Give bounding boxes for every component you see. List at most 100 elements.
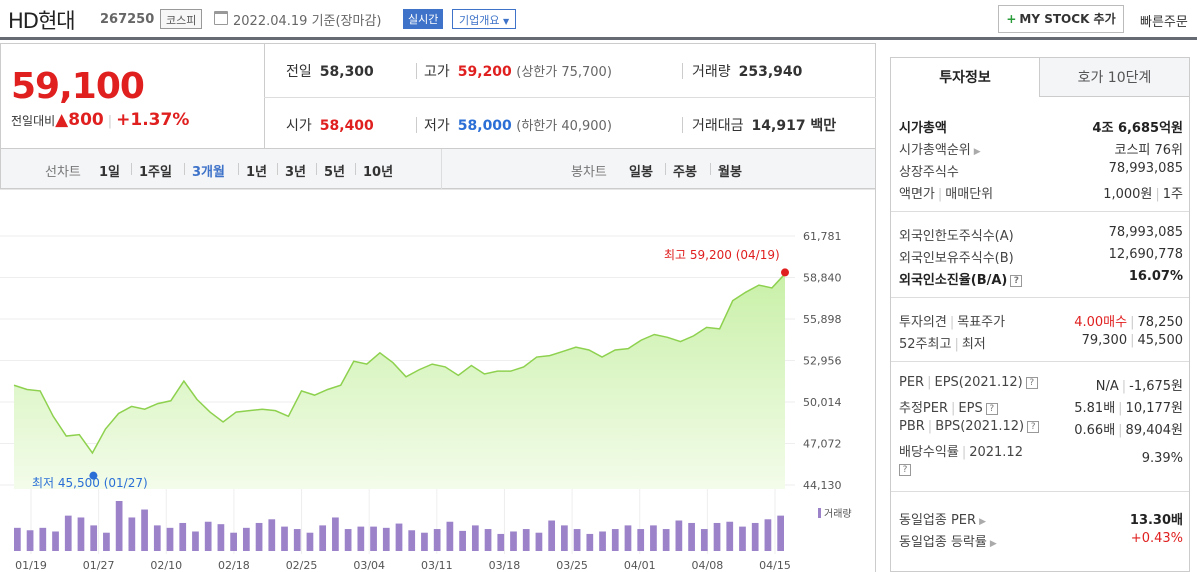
volume-bar — [522, 529, 530, 551]
volume-bar — [281, 526, 288, 551]
volume-bar — [242, 527, 250, 551]
x-tick-label: 02/10 — [150, 559, 182, 572]
x-tick-label: 02/25 — [286, 559, 318, 572]
help-icon[interactable]: ? — [1025, 377, 1038, 389]
calendar-icon — [214, 11, 228, 25]
sector-per-row[interactable]: 동일업종 PER ▶ 13.30배 — [899, 513, 1183, 528]
foreign-ratio-row: 외국인소진율(B/A)? 16.07% — [899, 269, 1183, 288]
sector-change-row[interactable]: 동일업종 등락률 ▶ +0.43% — [899, 531, 1183, 550]
y-tick-label: 47,072 — [803, 438, 842, 451]
investment-info-panel: 투자정보 호가 10단계 시가총액 4조 6,685억원 시가총액순위 ▶ 코스피 7… — [890, 57, 1190, 572]
volume-bar — [268, 519, 276, 551]
y-tick-label: 52,956 — [803, 355, 842, 368]
volume-bar — [141, 509, 148, 551]
company-info-dropdown[interactable]: 기업개요 ▼ — [452, 9, 517, 29]
volume-bar — [153, 525, 161, 551]
x-tick-label: 03/25 — [556, 559, 588, 572]
trade-value: 거래대금 14,917 백만 — [692, 118, 837, 134]
candle-chart-label: 봉차트 — [571, 165, 607, 180]
volume-bar — [471, 525, 479, 551]
volume-bar — [90, 525, 98, 551]
x-tick-label: 03/18 — [489, 559, 521, 572]
volume-bar — [179, 522, 187, 551]
volume-bar — [650, 525, 657, 551]
period-5y[interactable]: 5년 — [324, 165, 346, 180]
volume-bar — [510, 531, 517, 551]
prev-close: 전일 58,300 — [286, 64, 374, 80]
volume-bar — [446, 521, 454, 551]
volume-bar — [561, 525, 568, 551]
change-value: 800 — [68, 110, 104, 130]
candle-monthly[interactable]: 월봉 — [718, 165, 742, 180]
y-tick-label: 58,840 — [803, 272, 842, 285]
add-mystock-button[interactable]: + MY STOCK 추가 — [998, 5, 1124, 33]
volume-bar — [357, 526, 365, 551]
tab-orderbook[interactable]: 호가 10단계 — [1040, 57, 1190, 97]
help-icon[interactable]: ? — [1027, 421, 1040, 433]
help-icon[interactable]: ? — [1010, 275, 1023, 287]
volume-bar — [39, 527, 47, 551]
volume-bar — [586, 533, 594, 551]
chart-toolbar: 선차트 1일 1주일 3개월 1년 3년 5년 10년 봉차트 일봉 주봉 월봉 — [0, 149, 876, 189]
market-cap-rank-row[interactable]: 시가총액순위 ▶ 코스피 76위 — [899, 143, 1183, 158]
tab-investment-info[interactable]: 투자정보 — [890, 57, 1040, 97]
help-icon[interactable]: ? — [985, 403, 998, 415]
volume-bar — [548, 520, 556, 551]
help-icon[interactable]: ? — [899, 464, 911, 476]
candle-daily[interactable]: 일봉 — [629, 165, 653, 180]
volume-bar — [497, 533, 505, 551]
add-mystock-label: MY STOCK 추가 — [1019, 12, 1116, 26]
volume-bar — [26, 530, 34, 551]
volume-bar — [217, 524, 225, 551]
x-tick-label: 04/01 — [624, 559, 656, 572]
price-area — [14, 273, 785, 489]
volume-bar — [255, 522, 263, 551]
line-chart-label: 선차트 — [45, 165, 81, 180]
stock-name: HD현대 — [8, 9, 76, 33]
period-3m[interactable]: 3개월 — [192, 165, 225, 180]
up-triangle-icon: ▲ — [55, 110, 69, 130]
volume-bar — [230, 532, 237, 551]
volume-bar — [293, 529, 301, 551]
volume-bar — [408, 530, 416, 551]
quick-order-link[interactable]: 빠른주문 — [1140, 15, 1188, 30]
company-info-label: 기업개요 — [459, 14, 500, 27]
volume-bar — [624, 525, 632, 551]
volume: 거래량 253,940 — [692, 64, 803, 80]
max-marker — [781, 268, 789, 277]
period-1d[interactable]: 1일 — [99, 165, 121, 180]
volume-bar — [611, 529, 619, 551]
min-marker — [89, 471, 98, 480]
volume-bar — [64, 515, 72, 551]
price-chart[interactable]: 61,781 58,840 55,898 52,956 50,014 47,072 44,1… — [0, 188, 876, 572]
market-cap-row: 시가총액 4조 6,685억원 — [899, 121, 1183, 136]
volume-bar — [764, 519, 772, 551]
week52-row: 52주최고 | 최저 79,300 | 45,500 — [899, 333, 1183, 352]
chevron-down-icon: ▼ — [502, 17, 510, 26]
volume-bar — [77, 517, 85, 551]
price-line — [13, 273, 786, 455]
period-1w[interactable]: 1주일 — [139, 165, 172, 180]
volume-bar — [204, 521, 212, 551]
period-3y[interactable]: 3년 — [285, 165, 307, 180]
volume-bar — [484, 529, 492, 551]
volume-bar — [599, 531, 606, 551]
volume-bar — [344, 529, 352, 551]
opinion-row: 투자의견 | 목표주가 4.00매수 | 78,250 — [899, 315, 1183, 330]
volume-bar — [433, 529, 441, 551]
volume-bar — [573, 529, 581, 551]
foreign-hold-row: 외국인보유주식수(B) 12,690,778 — [899, 247, 1183, 266]
plus-icon: + — [1006, 12, 1017, 26]
foreign-limit-row: 외국인한도주식수(A) 78,993,085 — [899, 225, 1183, 244]
realtime-button[interactable]: 실시간 — [403, 9, 444, 29]
volume-bar — [103, 532, 110, 551]
candle-weekly[interactable]: 주봉 — [673, 165, 697, 180]
period-10y[interactable]: 10년 — [363, 165, 394, 180]
price-change: 전일대비▲800 | +1.37% — [11, 110, 190, 130]
volume-bar — [459, 530, 466, 551]
volume-bar — [332, 517, 339, 551]
low-price: 저가 58,000 (하한가 40,900) — [424, 118, 612, 134]
volume-bar — [306, 532, 314, 551]
period-1y[interactable]: 1년 — [246, 165, 268, 180]
volume-bar — [739, 526, 746, 551]
